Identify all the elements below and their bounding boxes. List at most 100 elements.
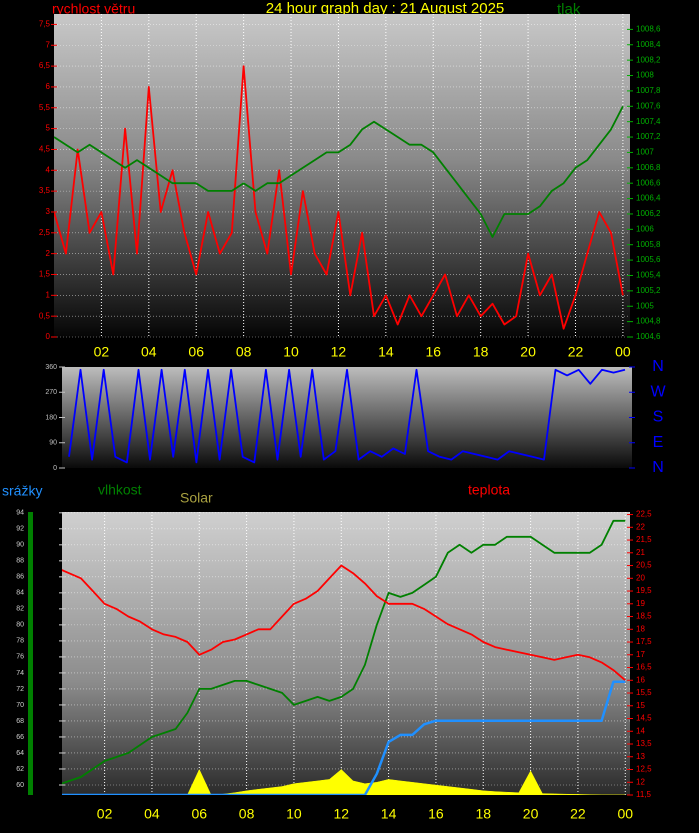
x-tick-label: 06 <box>188 344 204 360</box>
y-tick-label: 5,5 <box>39 103 51 112</box>
y-tick-label: 94 <box>16 510 24 517</box>
y2-tick-label: 1007,2 <box>636 132 661 141</box>
y2-tick-label: 1005 <box>636 301 654 310</box>
y2-tick-label: N <box>652 358 664 375</box>
x-tick-label: 06 <box>191 806 207 822</box>
y-tick-label: 84 <box>16 590 24 597</box>
y-tick-label: 0 <box>53 465 57 472</box>
y-tick-label: 7 <box>46 40 51 49</box>
y2-tick-label: N <box>652 459 664 476</box>
series-label: Solar <box>180 490 213 506</box>
y-tick-label: 3 <box>46 207 51 216</box>
y-tick-label: 60 <box>16 782 24 789</box>
y-tick-label: 86 <box>16 574 24 581</box>
y-tick-label: 2,5 <box>39 228 51 237</box>
y2-tick-label: 20,5 <box>636 561 652 570</box>
area <box>62 768 626 795</box>
x-tick-label: 04 <box>144 806 160 822</box>
y2-tick-label: 22 <box>636 522 645 531</box>
x-tick-label: 02 <box>97 806 113 822</box>
y2-tick-label: W <box>650 383 666 400</box>
series-group <box>54 65 624 330</box>
y-tick-label: 270 <box>45 389 57 396</box>
y2-tick-label: 1006,6 <box>636 178 661 187</box>
y2-tick-label: 15 <box>636 701 645 710</box>
x-tick-label: 18 <box>473 344 489 360</box>
y2-tick-label: 13 <box>636 752 645 761</box>
chart-title: 24 hour graph day : 21 August 2025 <box>266 0 505 17</box>
y-tick-label: 72 <box>16 686 24 693</box>
y-tick-label: 4 <box>46 165 51 174</box>
x-tick-label: 00 <box>617 806 633 822</box>
y2-tick-label: 1006,2 <box>636 209 661 218</box>
x-tick-label: 14 <box>381 806 397 822</box>
y2-tick-label: 1008,2 <box>636 55 661 64</box>
y2-tick-label: 16,5 <box>636 663 652 672</box>
y2-tick-label: 1007,6 <box>636 101 661 110</box>
y2-tick-label: 1007,8 <box>636 86 661 95</box>
y2-tick-label: 19 <box>636 599 645 608</box>
y2-tick-label: 14,5 <box>636 714 652 723</box>
y-tick-label: 5 <box>46 124 51 133</box>
y2-tick-label: 1007 <box>636 148 654 157</box>
x-tick-label: 00 <box>615 344 631 360</box>
y-tick-label: 90 <box>49 440 57 447</box>
x-tick-label: 20 <box>520 344 536 360</box>
x-tick-label: 10 <box>283 344 299 360</box>
x-tick-label: 22 <box>570 806 586 822</box>
y2-tick-label: 1006,4 <box>636 194 661 203</box>
line <box>62 519 626 785</box>
series-label: srážky <box>2 483 42 499</box>
y-tick-label: 82 <box>16 606 24 613</box>
plot-background <box>62 512 630 795</box>
y-tick-label: 6 <box>46 82 51 91</box>
y2-tick-label: 16 <box>636 675 645 684</box>
y2-tick-label: 18 <box>636 624 645 633</box>
y-tick-label: 1,5 <box>39 270 51 279</box>
x-tick-label: 08 <box>236 344 252 360</box>
y-tick-label: 62 <box>16 766 24 773</box>
y2-tick-label: 1005,2 <box>636 286 661 295</box>
y-tick-label: 7,5 <box>39 20 51 29</box>
y2-tick-label: 1008,4 <box>636 40 661 49</box>
y2-tick-label: 1005,6 <box>636 255 661 264</box>
y2-tick-label: 13,5 <box>636 739 652 748</box>
line <box>68 368 626 464</box>
y2-tick-label: 15,5 <box>636 688 652 697</box>
line <box>62 680 626 795</box>
y2-tick-label: 19,5 <box>636 586 652 595</box>
y2-tick-label: 17 <box>636 650 645 659</box>
y2-tick-label: 1004,6 <box>636 332 661 341</box>
x-tick-label: 04 <box>141 344 157 360</box>
y-tick-label: 2 <box>46 249 51 258</box>
y2-tick-label: 20 <box>636 573 645 582</box>
y-tick-label: 64 <box>16 750 24 757</box>
y-tick-label: 3,5 <box>39 186 51 195</box>
x-tick-label: 10 <box>286 806 302 822</box>
x-tick-label: 02 <box>94 344 110 360</box>
series-label: tlak <box>557 1 581 18</box>
y-tick-label: 78 <box>16 638 24 645</box>
y2-tick-label: 1005,8 <box>636 240 661 249</box>
y-tick-label: 0,5 <box>39 311 51 320</box>
y-tick-label: 6,5 <box>39 61 51 70</box>
plot-background <box>62 367 632 468</box>
y2-tick-label: S <box>653 409 664 426</box>
y2-tick-label: 21,5 <box>636 535 652 544</box>
y2-tick-label: 1006 <box>636 224 654 233</box>
series-label: rychlost větru <box>52 1 135 17</box>
y2-tick-label: 1008,6 <box>636 24 661 33</box>
y-tick-label: 88 <box>16 558 24 565</box>
series-group <box>62 519 626 795</box>
y2-tick-label: 1004,8 <box>636 317 661 326</box>
y-tick-label: 90 <box>16 542 24 549</box>
x-tick-label: 16 <box>428 806 444 822</box>
y2-tick-label: 22,5 <box>636 510 652 519</box>
series-label: teplota <box>468 482 510 498</box>
line <box>54 65 624 330</box>
y-tick-label: 74 <box>16 670 24 677</box>
y-tick-label: 4,5 <box>39 145 51 154</box>
plot-background <box>54 14 630 337</box>
y-tick-label: 92 <box>16 526 24 533</box>
